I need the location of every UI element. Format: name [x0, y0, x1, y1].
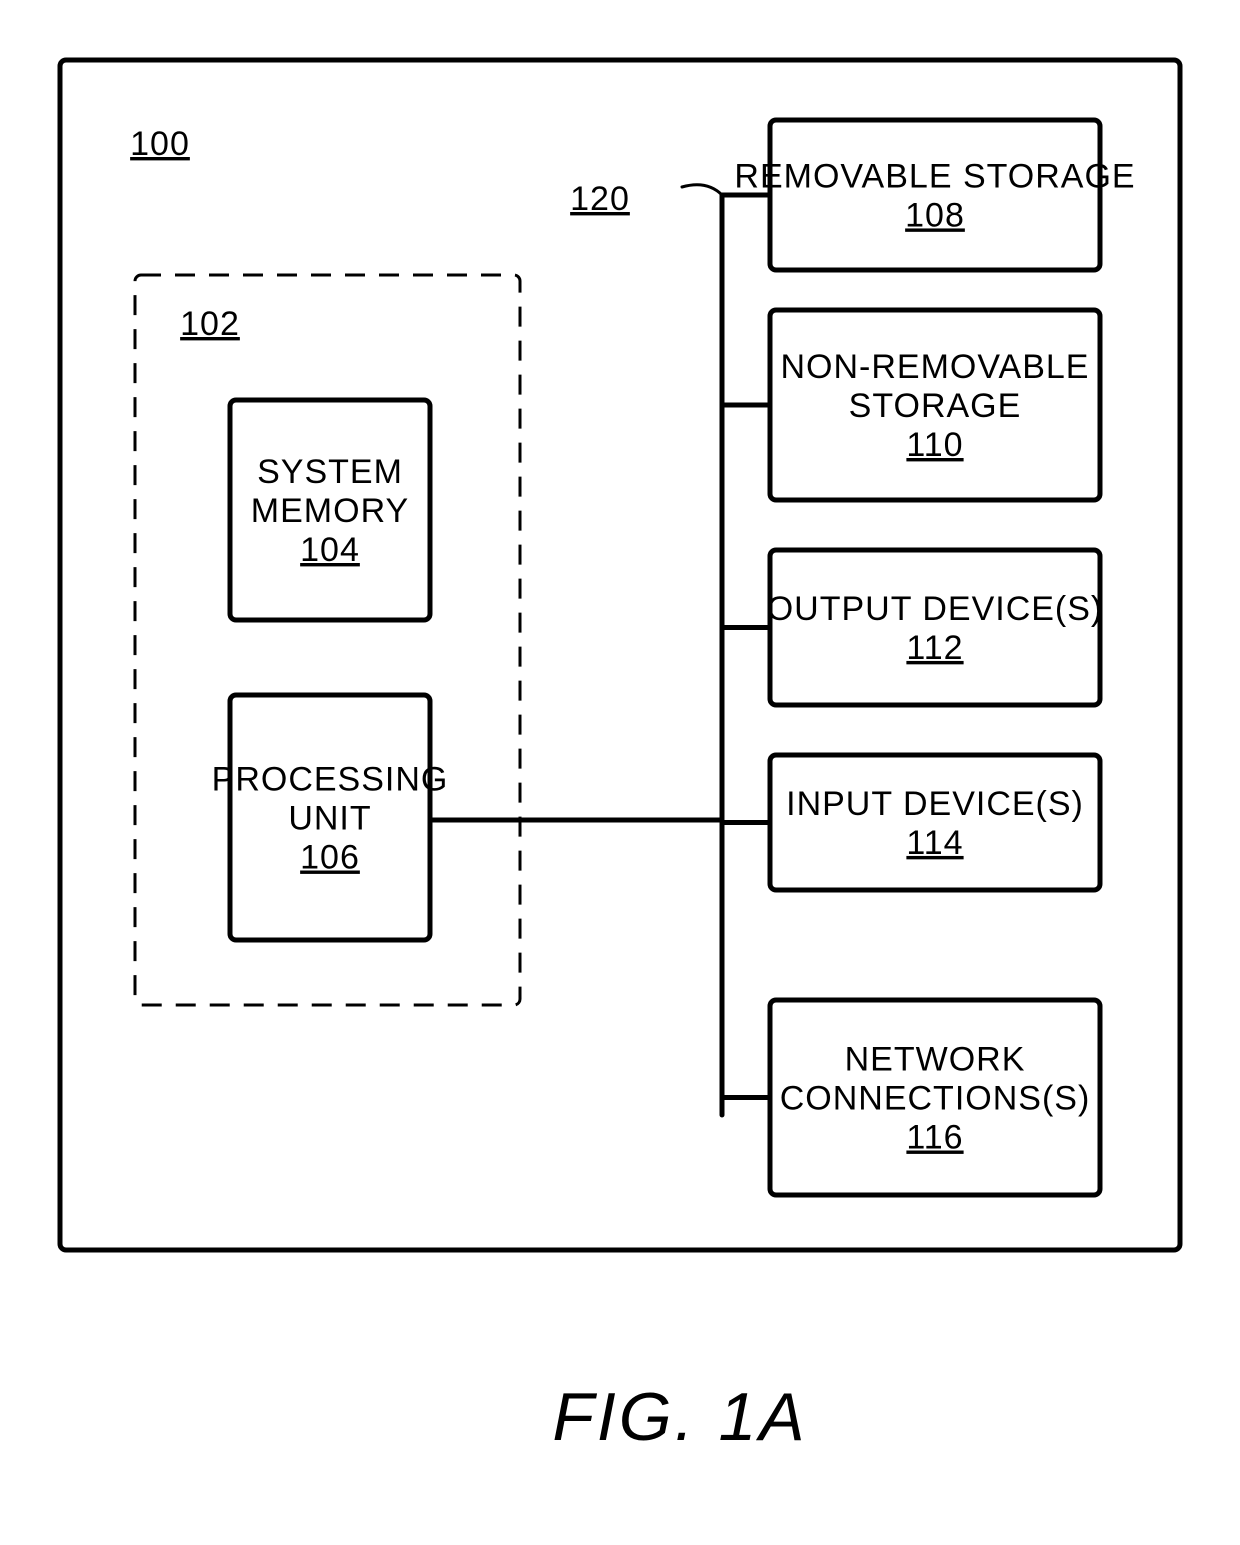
input-box-ref: 114 [906, 824, 963, 862]
core-dashed-box: 102 [135, 275, 520, 1005]
network-box-label-1: CONNECTIONS(S) [780, 1079, 1091, 1117]
output-box-ref: 112 [906, 629, 963, 667]
network-box-ref: 116 [906, 1119, 963, 1157]
figure-label: FIG. 1A [552, 1379, 807, 1455]
network-box-label-0: NETWORK [845, 1040, 1026, 1078]
bus-ref: 120 [570, 180, 630, 218]
output-box: OUTPUT DEVICE(S)112 [767, 550, 1104, 705]
dashed-ref: 102 [180, 305, 240, 343]
processing-unit-box-label-0: PROCESSING [212, 760, 449, 798]
removable-box-label-0: REMOVABLE STORAGE [734, 157, 1135, 195]
output-box-label-0: OUTPUT DEVICE(S) [767, 590, 1104, 628]
nonremovable-box: NON-REMOVABLESTORAGE110 [770, 310, 1100, 500]
nonremovable-box-label-0: NON-REMOVABLE [781, 348, 1090, 386]
processing-unit-box-ref: 106 [300, 839, 360, 877]
removable-box: REMOVABLE STORAGE108 [734, 120, 1135, 270]
input-box-label-0: INPUT DEVICE(S) [786, 785, 1084, 823]
system-memory-box-label-1: MEMORY [251, 492, 409, 530]
input-box: INPUT DEVICE(S)114 [770, 755, 1100, 890]
bus-lines: 120 [430, 180, 770, 1115]
outer-ref: 100 [130, 125, 190, 163]
processing-unit-box: PROCESSINGUNIT106 [212, 695, 449, 940]
network-box: NETWORKCONNECTIONS(S)116 [770, 1000, 1100, 1195]
system-memory-box-ref: 104 [300, 531, 360, 569]
system-memory-box-label-0: SYSTEM [257, 453, 403, 491]
processing-unit-box-label-1: UNIT [288, 799, 371, 837]
removable-box-ref: 108 [905, 196, 965, 234]
system-memory-box: SYSTEMMEMORY104 [230, 400, 430, 620]
nonremovable-box-ref: 110 [906, 426, 963, 464]
nonremovable-box-label-1: STORAGE [849, 387, 1022, 425]
